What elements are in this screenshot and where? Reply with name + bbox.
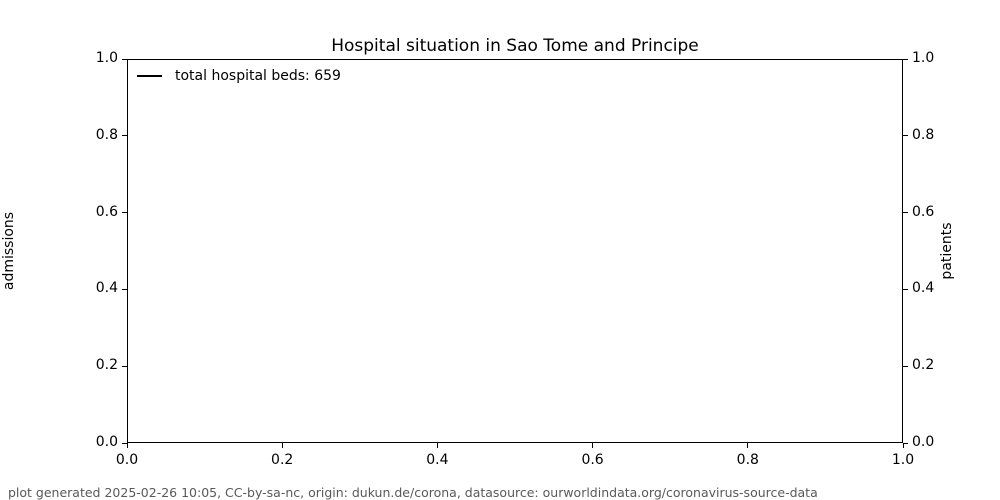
legend-entry-label: total hospital beds: 659: [175, 68, 341, 84]
x-axis-tick-mark: [281, 443, 283, 448]
y-axis-right-tick-label: 0.0: [912, 434, 935, 450]
y-axis-right-tick-label: 0.2: [912, 357, 935, 374]
y-axis-right-tick-mark: [903, 365, 908, 367]
x-axis-tick-mark: [126, 443, 128, 448]
y-axis-right-tick-mark: [903, 58, 908, 60]
x-axis-tick-label: 0.0: [115, 452, 139, 468]
y-axis-right-tick-label: 1.0: [912, 50, 935, 66]
x-axis-tick-label: 0.8: [736, 452, 759, 468]
y-axis-right-tick-label: 0.8: [912, 126, 935, 143]
x-axis-tick-label: 0.2: [271, 452, 294, 468]
y-axis-left-tick-label: 1.0: [95, 50, 118, 66]
y-axis-label-left: admissions: [1, 211, 17, 291]
x-axis-tick-label: 0.6: [581, 452, 604, 468]
y-axis-left-tick-mark: [122, 58, 127, 60]
x-axis-tick-mark: [747, 443, 749, 448]
y-axis-left-tick-mark: [122, 442, 127, 444]
y-axis-right-tick-mark: [903, 288, 908, 290]
chart-title: Hospital situation in Sao Tome and Princ…: [331, 36, 699, 56]
y-axis-left-tick-mark: [122, 212, 127, 214]
y-axis-left-tick-label: 0.8: [95, 126, 118, 143]
x-axis-tick-mark: [436, 443, 438, 448]
y-axis-right-tick-mark: [903, 442, 908, 444]
y-axis-left-tick-mark: [122, 288, 127, 290]
y-axis-left-tick-label: 0.4: [95, 280, 118, 297]
y-axis-left-tick-label: 0.6: [95, 203, 118, 220]
plot-area: [127, 59, 903, 443]
x-axis-tick-label: 1.0: [891, 452, 915, 468]
y-axis-right-tick-mark: [903, 135, 908, 137]
y-axis-label-right: patients: [939, 222, 955, 280]
y-axis-left-tick-label: 0.2: [95, 357, 118, 374]
x-axis-tick-mark: [902, 443, 904, 448]
x-axis-tick-label: 0.4: [426, 452, 449, 468]
legend-line-sample-icon: [137, 75, 162, 77]
y-axis-left-tick-mark: [122, 135, 127, 137]
y-axis-right-tick-label: 0.6: [912, 203, 935, 220]
x-axis-tick-mark: [592, 443, 594, 448]
y-axis-left-tick-label: 0.0: [95, 434, 118, 450]
footer-attribution: plot generated 2025-02-26 10:05, CC-by-s…: [8, 485, 818, 500]
y-axis-left-tick-mark: [122, 365, 127, 367]
y-axis-right-tick-label: 0.4: [912, 280, 935, 297]
legend: total hospital beds: 659: [137, 68, 341, 84]
y-axis-right-tick-mark: [903, 212, 908, 214]
